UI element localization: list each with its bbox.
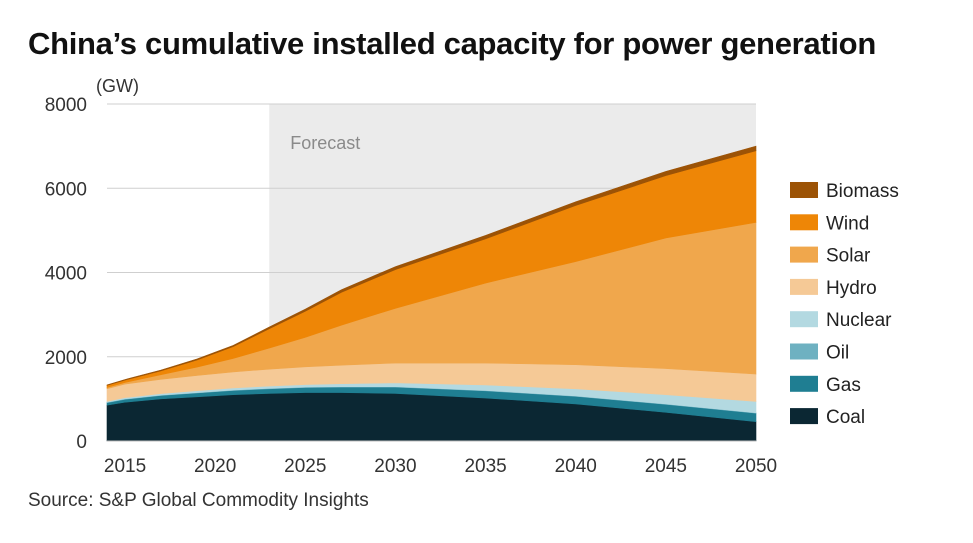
y-axis: 0 2000 4000 6000 8000 — [45, 95, 87, 453]
legend-swatch-coal — [790, 408, 818, 425]
x-tick-label: 2045 — [645, 456, 687, 477]
legend-swatch-solar — [790, 246, 818, 263]
legend-label-nuclear: Nuclear — [826, 310, 892, 331]
y-tick-label: 0 — [76, 432, 87, 453]
x-tick-label: 2015 — [104, 456, 146, 477]
y-tick-label: 6000 — [45, 179, 87, 200]
y-tick-label: 4000 — [45, 264, 87, 285]
legend: Biomass Wind Solar Hydro Nuclear Oil Gas Coal — [790, 181, 899, 428]
chart-title: China’s cumulative installed capacity fo… — [28, 26, 876, 61]
legend-label-gas: Gas — [826, 375, 861, 396]
legend-swatch-wind — [790, 214, 818, 231]
legend-swatch-oil — [790, 343, 818, 360]
y-tick-label: 8000 — [45, 95, 87, 116]
legend-label-wind: Wind — [826, 213, 869, 234]
legend-label-hydro: Hydro — [826, 278, 877, 299]
x-tick-label: 2035 — [464, 456, 506, 477]
x-tick-label: 2025 — [284, 456, 326, 477]
source-note: Source: S&P Global Commodity Insights — [28, 490, 369, 511]
legend-swatch-biomass — [790, 182, 818, 198]
y-tick-label: 2000 — [45, 348, 87, 369]
y-axis-unit-label: (GW) — [96, 76, 139, 96]
legend-label-oil: Oil — [826, 343, 849, 364]
forecast-label: Forecast — [290, 133, 360, 153]
legend-swatch-hydro — [790, 278, 818, 295]
x-tick-label: 2040 — [555, 456, 597, 477]
x-tick-label: 2030 — [374, 456, 416, 477]
x-axis: 2015 2020 2025 2030 2035 2040 2045 2050 — [104, 440, 777, 477]
x-tick-label: 2050 — [735, 456, 777, 477]
legend-label-biomass: Biomass — [826, 181, 899, 202]
legend-label-coal: Coal — [826, 407, 865, 428]
area-series — [106, 145, 757, 442]
legend-swatch-gas — [790, 375, 818, 392]
area-biomass — [106, 145, 757, 386]
legend-swatch-nuclear — [790, 311, 818, 328]
x-tick-label: 2020 — [194, 456, 236, 477]
legend-label-solar: Solar — [826, 246, 871, 267]
